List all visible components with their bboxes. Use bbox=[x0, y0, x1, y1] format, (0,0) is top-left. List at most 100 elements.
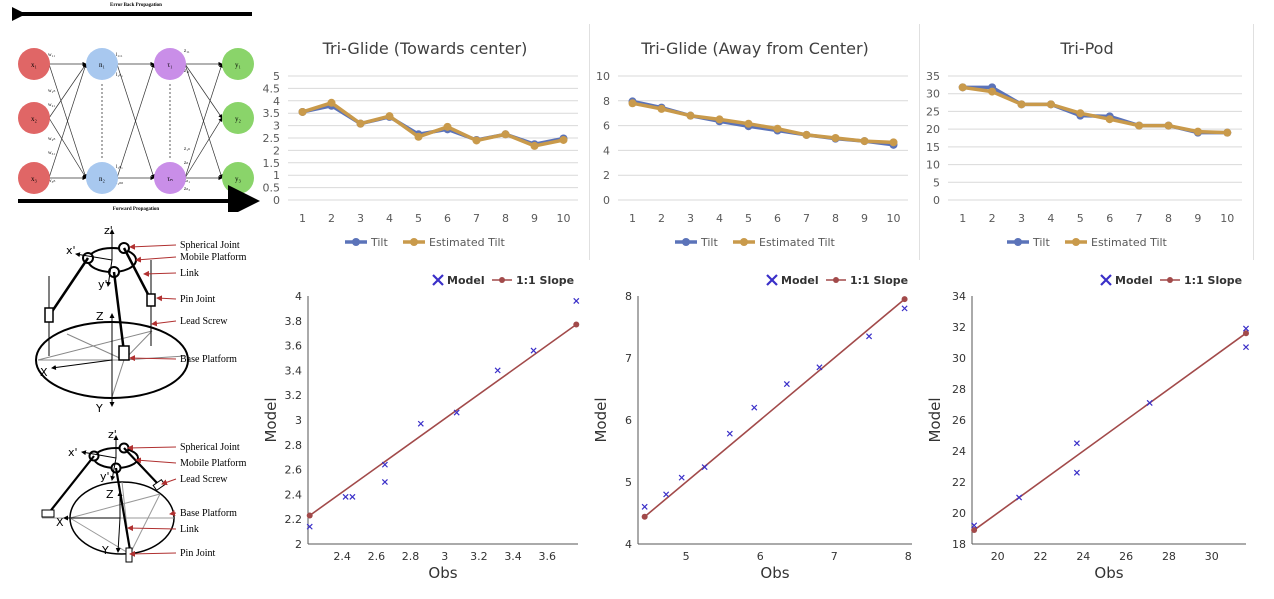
x-tick-label: 9 bbox=[531, 212, 538, 225]
y-tick-label: 30 bbox=[926, 88, 940, 101]
axis-z: Z bbox=[96, 310, 104, 323]
network-node bbox=[154, 48, 186, 80]
series-point bbox=[530, 141, 539, 150]
y-tick-label: 2.8 bbox=[285, 439, 303, 452]
legend-label-estimated: Estimated Tilt bbox=[429, 236, 506, 249]
weight-label: z₁₁ bbox=[184, 69, 190, 74]
series-point bbox=[1135, 121, 1144, 130]
series-point bbox=[385, 112, 394, 121]
series-point bbox=[744, 119, 753, 128]
network-node bbox=[86, 162, 118, 194]
legend-label-tilt: Tilt bbox=[700, 236, 718, 249]
model-point bbox=[1073, 469, 1080, 476]
x-tick-label: 7 bbox=[473, 212, 480, 225]
series-point bbox=[501, 130, 510, 139]
callout-label: Link bbox=[180, 268, 199, 279]
x-tick-label: 8 bbox=[905, 550, 912, 563]
model-point bbox=[530, 347, 537, 354]
series-point bbox=[1164, 121, 1173, 130]
network-node bbox=[222, 102, 254, 134]
axis-z-prime: z' bbox=[104, 224, 113, 237]
legend-model-label: Model bbox=[1115, 274, 1153, 287]
y-tick-label: 3.4 bbox=[285, 364, 303, 377]
legend-slope-marker bbox=[499, 277, 505, 283]
forward-propagation-label: Forward Propagation bbox=[113, 207, 160, 212]
line-chart-tri-pod: Tri-Pod 0 5 10 15 20 25 30 35 1 2 3 4 5 6 7 8 9 10 Tilt Esti… bbox=[926, 24, 1254, 260]
x-tick-label: 3 bbox=[687, 212, 694, 225]
y-tick-label: 0 bbox=[933, 194, 940, 207]
scatter-tri-glide-towards: 2 2.2 2.4 2.6 2.8 3 3.2 3.4 3.6 3.8 4 2.4 2.6 2.8 3 3.2… bbox=[262, 274, 580, 582]
model-point bbox=[494, 367, 501, 374]
axis-x-prime-2: x' bbox=[68, 446, 78, 459]
x-tick-label: 6 bbox=[774, 212, 781, 225]
model-point bbox=[381, 478, 388, 486]
series-point bbox=[1193, 127, 1202, 136]
x-tick-label: 8 bbox=[832, 212, 839, 225]
y-tick-label: 3 bbox=[273, 120, 280, 133]
y-tick-label: 3 bbox=[295, 414, 302, 427]
model-point bbox=[453, 409, 460, 416]
y-tick-label: 0 bbox=[273, 194, 280, 207]
callout-label: Base Platform bbox=[180, 508, 237, 519]
x-tick-label: 20 bbox=[991, 550, 1005, 563]
series-point bbox=[958, 83, 967, 92]
neural-network-diagram: Error Back Propagation w₁₁ w₁ₙ w₂₁ w₂ₙ w₃₁ w₃… bbox=[12, 0, 260, 212]
x-tick-label: 6 bbox=[757, 550, 764, 563]
y-tick-label: 1 bbox=[273, 169, 280, 182]
weight-label: w₁₁ bbox=[48, 53, 55, 58]
series-point bbox=[628, 99, 637, 108]
network-node bbox=[86, 48, 118, 80]
node-label: x₃ bbox=[31, 175, 38, 183]
series-point bbox=[889, 138, 898, 147]
y-tick-label: 0 bbox=[603, 194, 610, 207]
x-tick-label: 5 bbox=[745, 212, 752, 225]
network-edge bbox=[48, 63, 87, 179]
model-point bbox=[816, 364, 823, 371]
legend-slope-marker bbox=[833, 277, 839, 283]
legend-label-tilt: Tilt bbox=[1032, 236, 1050, 249]
network-edge bbox=[184, 117, 223, 179]
tri-pod-mechanism-diagram: z' x' y' Z X Y Spherical Joint Mobile Pla… bbox=[41, 430, 247, 563]
x-tick-label: 2 bbox=[658, 212, 665, 225]
y-axis-title: Model bbox=[592, 397, 610, 442]
node-label: y₂ bbox=[235, 115, 242, 123]
callout-arrow bbox=[143, 270, 177, 277]
slope-endpoint bbox=[641, 513, 648, 520]
network-edge bbox=[184, 63, 223, 179]
x-axis-title: Obs bbox=[428, 564, 457, 582]
x-tick-label: 4 bbox=[1047, 212, 1054, 225]
chart-title: Tri-Pod bbox=[1059, 39, 1113, 58]
x-tick-label: 7 bbox=[803, 212, 810, 225]
y-tick-label: 4 bbox=[273, 95, 280, 108]
y-tick-label: 5 bbox=[625, 476, 632, 489]
legend-slope-label: 1:1 Slope bbox=[516, 274, 574, 287]
callout-arrow bbox=[135, 457, 177, 464]
y-tick-label: 5 bbox=[933, 176, 940, 189]
x-tick-label: 4 bbox=[386, 212, 393, 225]
weight-label: w₂ₙ bbox=[48, 137, 55, 142]
legend-marker-tilt bbox=[682, 238, 690, 246]
weight-label: w₃₁ bbox=[48, 151, 55, 156]
y-tick-label: 15 bbox=[926, 141, 940, 154]
slope-line bbox=[644, 298, 906, 518]
x-tick-label: 26 bbox=[1119, 550, 1133, 563]
y-tick-label: 3.8 bbox=[285, 315, 303, 328]
network-node bbox=[18, 48, 50, 80]
legend-label-tilt: Tilt bbox=[370, 236, 388, 249]
y-axis-title: Model bbox=[262, 397, 280, 442]
y-tick-label: 20 bbox=[952, 507, 966, 520]
model-point bbox=[901, 305, 908, 312]
y-tick-label: 1.5 bbox=[263, 157, 281, 170]
callout-arrow bbox=[151, 320, 177, 327]
weight-label: l₁ₙ₁ bbox=[116, 73, 123, 78]
x-tick-label: 24 bbox=[1076, 550, 1090, 563]
weight-label: z₁₁ bbox=[184, 49, 190, 54]
x-tick-label: 6 bbox=[1106, 212, 1113, 225]
model-point bbox=[306, 523, 313, 530]
model-point bbox=[701, 464, 708, 471]
axis-y-prime-2: y' bbox=[100, 470, 110, 483]
series-line-estimated-tilt bbox=[632, 101, 894, 145]
scatter-tri-pod: 18 20 22 24 26 28 30 32 34 20 22 24 26 28 30 Obs Model Mo… bbox=[926, 274, 1250, 582]
callout-label: Lead Screw bbox=[180, 474, 228, 485]
